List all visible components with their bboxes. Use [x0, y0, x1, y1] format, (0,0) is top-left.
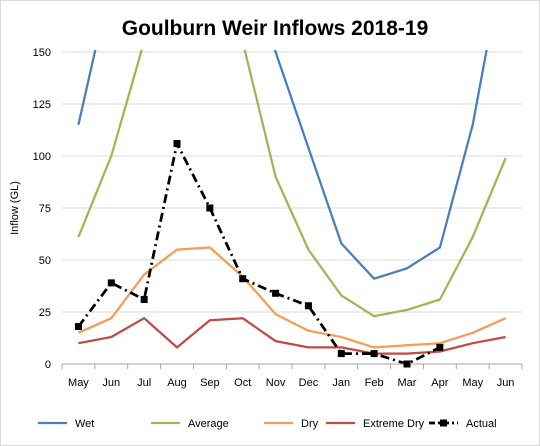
x-tick-label-may: May — [462, 377, 483, 389]
y-tick-label-125: 125 — [33, 99, 51, 111]
y-tick-label-150: 150 — [33, 47, 51, 59]
y-tick-label-100: 100 — [33, 151, 51, 163]
x-tick-label-oct: Oct — [234, 377, 251, 389]
actual-markers — [74, 140, 444, 368]
point-actual-apr — [436, 343, 444, 351]
x-tick-label-jun: Jun — [102, 377, 120, 389]
x-tick-label-nov: Nov — [266, 377, 286, 389]
x-tick-label-aug: Aug — [167, 377, 187, 389]
point-actual-mar — [403, 360, 411, 368]
y-tick-label-75: 75 — [39, 203, 51, 215]
y-tick-label-0: 0 — [45, 359, 51, 371]
legend-label-dry: Dry — [301, 418, 319, 430]
legend: Wet Average Dry Extreme Dry Actual — [38, 418, 497, 430]
x-tick-label-jan: Jan — [332, 377, 350, 389]
point-actual-dec — [304, 302, 312, 310]
point-actual-jun — [107, 279, 115, 287]
x-tick-label-may: May — [68, 377, 89, 389]
point-actual-jan — [337, 350, 345, 358]
y-tick-label-25: 25 — [39, 307, 51, 319]
legend-label-actual: Actual — [466, 418, 497, 430]
x-tick-label-jul: Jul — [137, 377, 151, 389]
axes: 0 25 50 75 100 125 150 May Jun Jul Aug Sep Oct Nov Dec… — [33, 47, 523, 389]
legend-marker-actual — [440, 419, 447, 427]
x-tick-label-apr: Apr — [431, 377, 448, 389]
series-line-actual — [77, 142, 441, 365]
chart-title: Goulburn Weir Inflows 2018-19 — [122, 17, 429, 40]
legend-label-average: Average — [188, 418, 229, 430]
point-actual-oct — [239, 275, 247, 283]
series-line-extreme-dry — [78, 317, 506, 355]
point-actual-may — [74, 323, 82, 331]
x-tick-label-mar: Mar — [398, 377, 417, 389]
series-line-wet — [77, 50, 488, 280]
series-lines — [77, 50, 507, 365]
x-tick-label-feb: Feb — [365, 377, 384, 389]
y-axis-label: Inflow (GL) — [9, 181, 21, 235]
series-line-average — [77, 50, 507, 318]
gridlines — [62, 51, 522, 313]
point-actual-jul — [140, 296, 148, 304]
x-tick-label-sep: Sep — [200, 377, 220, 389]
x-tick-label-dec: Dec — [299, 377, 319, 389]
legend-label-wet: Wet — [75, 418, 94, 430]
x-tick-label-jun: Jun — [497, 377, 515, 389]
point-actual-nov — [272, 289, 280, 297]
point-actual-aug — [173, 140, 181, 148]
point-actual-sep — [206, 204, 214, 212]
legend-label-extreme-dry: Extreme Dry — [363, 418, 425, 430]
point-actual-feb — [370, 350, 378, 358]
y-tick-label-50: 50 — [39, 255, 51, 267]
